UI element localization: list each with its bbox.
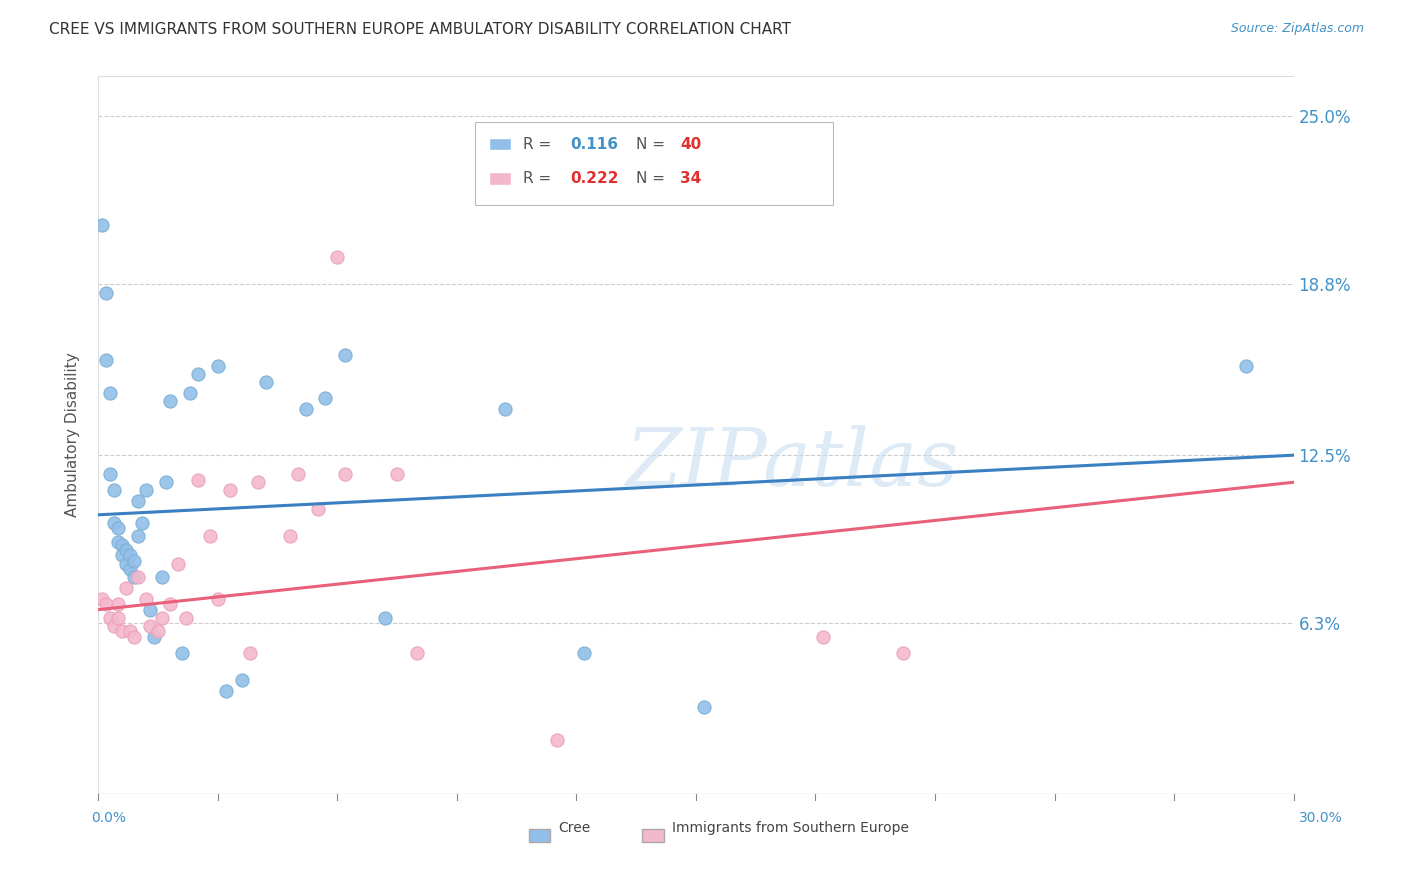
Text: Cree: Cree [558,821,591,835]
Bar [529,829,550,842]
Point [120,624,142,639]
Point [494,402,516,417]
Text: 40: 40 [681,136,702,152]
Point [124,630,146,644]
Text: Source: ZipAtlas.com: Source: ZipAtlas.com [1230,22,1364,36]
Point [91,218,114,232]
Point [124,554,146,568]
Point [115,543,138,558]
Point [187,473,209,487]
Point [139,602,162,616]
Text: CREE VS IMMIGRANTS FROM SOUTHERN EUROPE AMBULATORY DISABILITY CORRELATION CHART: CREE VS IMMIGRANTS FROM SOUTHERN EUROPE … [49,22,792,37]
Point [335,467,357,482]
Text: ZIPatlas: ZIPatlas [624,425,959,502]
Text: 30.0%: 30.0% [1299,812,1343,825]
Bar [489,172,510,185]
Text: 0.116: 0.116 [571,136,619,152]
Point [139,619,162,633]
Y-axis label: Ambulatory Disability: Ambulatory Disability [65,352,80,517]
Point [107,521,129,535]
Point [207,359,229,373]
Point [150,611,173,625]
Point [98,467,122,482]
Point [294,402,316,417]
Point [215,684,238,698]
Point [374,611,396,625]
Point [111,549,134,563]
FancyBboxPatch shape [475,122,834,205]
Point [187,367,209,381]
Point [107,611,129,625]
Point [98,385,122,400]
Point [406,646,429,660]
Text: Immigrants from Southern Europe: Immigrants from Southern Europe [672,821,910,835]
Point [219,483,242,498]
Point [159,597,181,611]
Point [111,624,134,639]
Point [96,597,118,611]
Point [254,375,277,389]
Point [120,562,142,576]
Point [120,549,142,563]
Point [172,646,194,660]
Point [155,475,177,490]
Point [167,557,190,571]
Point [143,630,166,644]
Point [127,494,149,508]
Point [239,646,262,660]
Point [533,142,555,156]
Point [103,516,125,530]
Point [111,538,134,552]
Point [1234,359,1257,373]
Point [198,529,221,543]
Point [174,611,197,625]
Point [574,646,596,660]
Point [315,391,337,405]
Point [159,394,181,409]
Point [335,348,357,362]
Point [135,591,157,606]
Point [546,732,568,747]
Point [115,557,138,571]
Point [179,385,201,400]
Point [148,624,170,639]
Point [326,251,349,265]
Point [96,353,118,368]
Point [127,570,149,584]
Point [103,483,125,498]
Point [246,475,269,490]
Text: R =: R = [523,171,555,186]
Bar [643,829,664,842]
Point [207,591,229,606]
Text: R =: R = [523,136,555,152]
Point [307,502,329,516]
Point [131,516,153,530]
Point [813,630,835,644]
Point [98,611,122,625]
Point [278,529,301,543]
Point [96,285,118,300]
Point [385,467,409,482]
Point [231,673,253,687]
Point [127,529,149,543]
Point [693,700,716,714]
Point [135,483,157,498]
Text: 0.0%: 0.0% [91,812,127,825]
Text: 0.222: 0.222 [571,171,619,186]
Point [891,646,914,660]
Point [150,570,173,584]
Point [103,619,125,633]
Point [107,597,129,611]
Text: N =: N = [637,171,671,186]
Text: N =: N = [637,136,671,152]
Text: 34: 34 [681,171,702,186]
Bar [489,137,510,151]
Point [107,534,129,549]
Point [91,591,114,606]
Point [115,581,138,595]
Point [287,467,309,482]
Point [124,570,146,584]
